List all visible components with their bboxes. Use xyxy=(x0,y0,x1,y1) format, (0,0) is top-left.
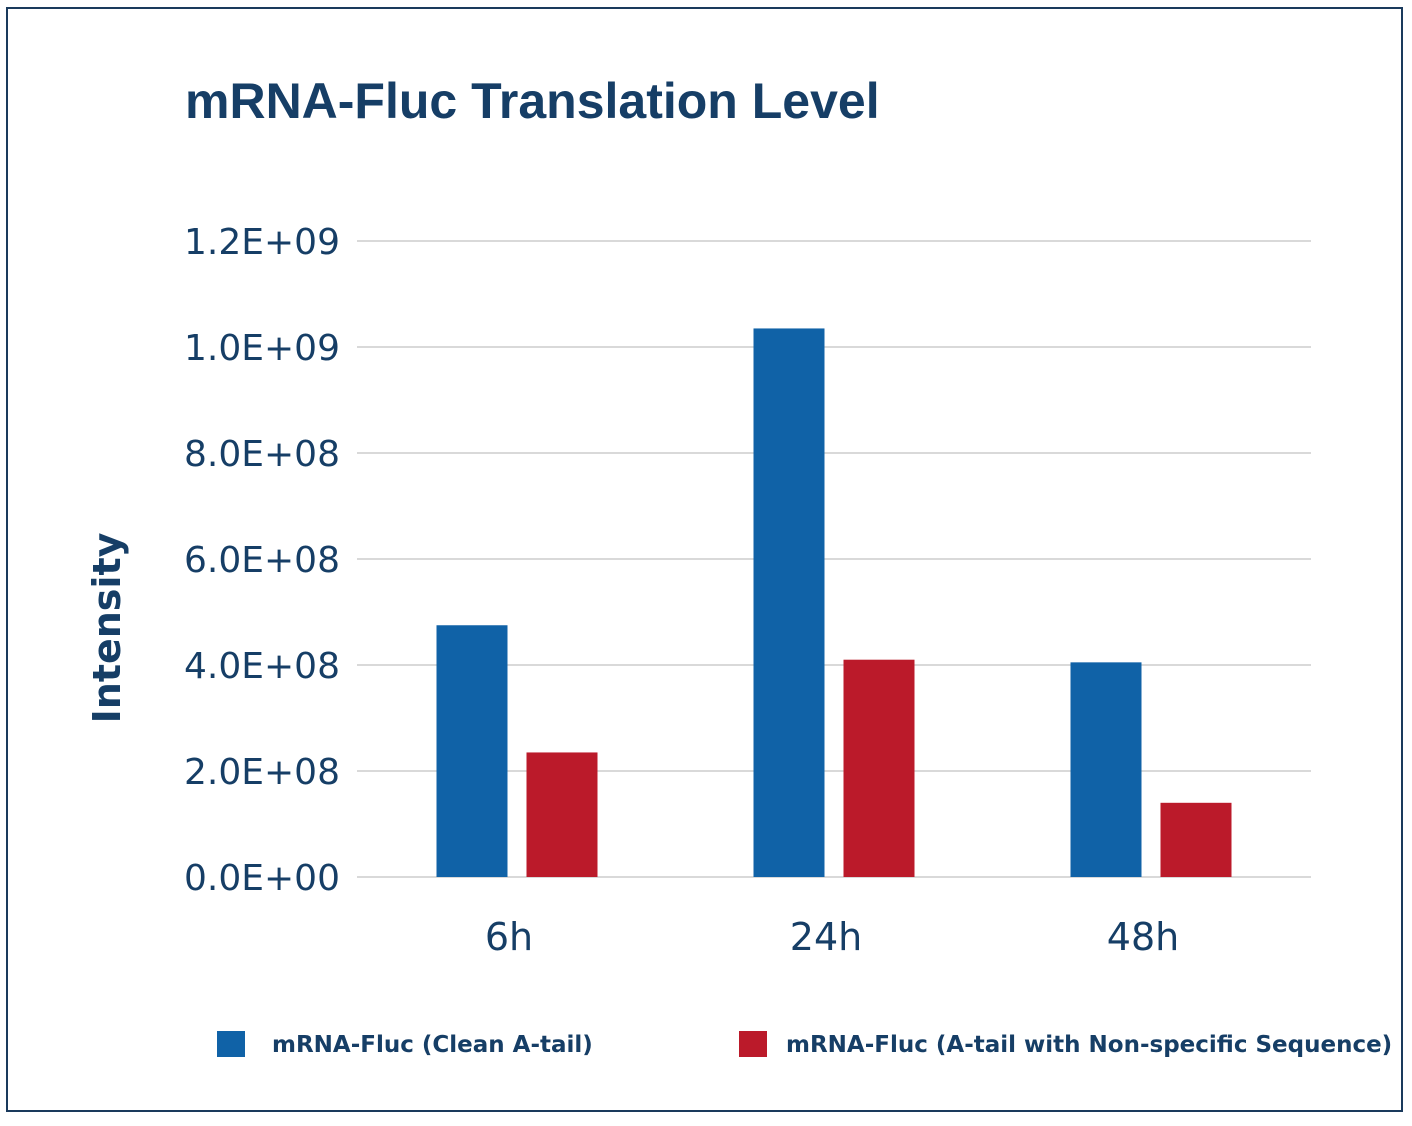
legend: mRNA-Fluc (Clean A-tail) mRNA-Fluc (A-tai… xyxy=(217,1031,1392,1058)
y-tick-label: 0.0E+00 xyxy=(184,858,340,899)
y-tick-label: 2.0E+08 xyxy=(184,752,340,793)
legend-label: mRNA-Fluc (Clean A-tail) xyxy=(272,1032,593,1058)
bars xyxy=(436,328,1232,877)
gridlines xyxy=(357,240,1311,878)
y-tick-label: 1.2E+09 xyxy=(184,222,340,263)
x-tick-label: 24h xyxy=(790,915,862,959)
x-tick-label: 6h xyxy=(485,915,533,959)
y-axis-label: Intensity xyxy=(85,532,129,723)
bar-24h-series-1 xyxy=(753,328,825,877)
y-tick-label: 4.0E+08 xyxy=(184,646,340,687)
bar-48h-series-1 xyxy=(1070,662,1142,877)
bar-24h-series-2 xyxy=(843,659,915,877)
legend-swatch xyxy=(739,1031,767,1057)
bar-6h-series-1 xyxy=(436,625,508,877)
legend-label: mRNA-Fluc (A-tail with Non-specific Sequ… xyxy=(786,1032,1392,1058)
y-tick-label: 8.0E+08 xyxy=(184,434,340,475)
x-axis-ticks: 6h 24h 48h xyxy=(485,915,1179,959)
chart-title: mRNA-Fluc Translation Level xyxy=(185,73,880,129)
y-tick-label: 1.0E+09 xyxy=(184,328,340,369)
legend-swatch xyxy=(217,1031,245,1057)
y-axis-ticks: 0.0E+00 2.0E+08 4.0E+08 6.0E+08 8.0E+08 1.0E+… xyxy=(184,222,340,899)
x-tick-label: 48h xyxy=(1107,915,1179,959)
bar-48h-series-2 xyxy=(1160,802,1232,877)
bar-6h-series-2 xyxy=(526,752,598,877)
y-tick-label: 6.0E+08 xyxy=(184,540,340,581)
